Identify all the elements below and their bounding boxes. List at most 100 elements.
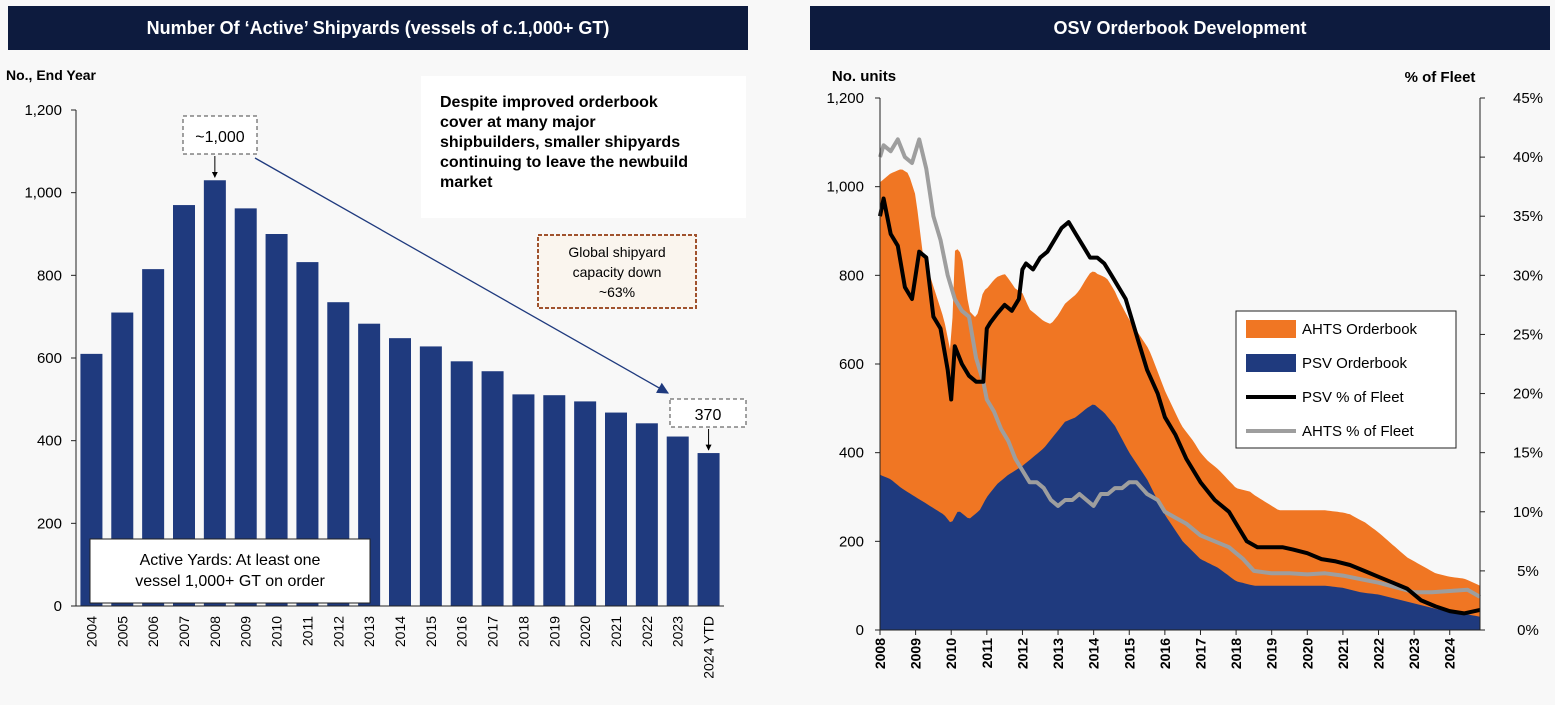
x-tick-label: 2009 [238,616,254,647]
legend-label: AHTS % of Fleet [1302,423,1415,440]
legend-label: PSV Orderbook [1302,355,1408,372]
capacity-callout-line: ~63% [599,284,635,300]
x-tick-label: 2004 [83,616,99,647]
x-tick-label: 2020 [1299,638,1315,669]
x-tick-label: 2023 [670,616,686,647]
legend-swatch [1246,320,1296,338]
bar-2017 [481,371,504,606]
x-tick-label: 2010 [269,616,285,647]
psv-pct-of-fleet-line [878,196,1481,616]
y-tick-label: 600 [37,350,62,367]
right-y-tick-label: 35% [1513,208,1543,225]
x-tick-label: 2019 [546,616,562,647]
x-tick-label: 2008 [872,638,888,669]
y-tick-label: 400 [37,433,62,450]
x-tick-label: 2012 [330,616,346,647]
right-y-tick-label: 15% [1513,445,1543,462]
x-tick-label: 2020 [577,616,593,647]
x-tick-label: 2010 [943,638,959,669]
left-y-tick-label: 800 [839,267,864,284]
bar-2007 [173,205,195,607]
capacity-callout-line: capacity down [573,264,662,280]
bar-2012 [327,302,350,606]
x-tick-label: 2008 [207,616,223,647]
left-axis-label: No. units [832,68,896,85]
right-y-tick-label: 10% [1513,504,1543,521]
right-y-tick-label: 20% [1513,386,1543,403]
x-tick-label: 2009 [908,638,924,669]
x-tick-label: 2018 [1228,638,1244,669]
right-y-tick-label: 30% [1513,267,1543,284]
x-tick-label: 2015 [1121,638,1137,669]
left-y-tick-label: 0 [856,622,864,639]
x-tick-label: 2005 [114,616,130,647]
bar-2005 [111,312,134,606]
x-tick-label: 2021 [1335,638,1351,669]
bar-2016 [450,361,473,606]
x-tick-label: 2017 [1192,638,1208,669]
y-axis-label: No., End Year [6,67,97,83]
x-tick-label: 2006 [145,616,161,647]
capacity-callout-box [537,234,697,309]
left-chart-panel: Number Of ‘Active’ Shipyards (vessels of… [6,6,748,679]
x-tick-label: 2022 [639,616,655,647]
bar-2024-ytd [697,453,720,606]
bar-2014 [389,338,411,606]
bar-2023 [666,436,689,606]
note-text-line: cover at many major [440,114,596,131]
bar-2015 [419,346,442,606]
right-chart-panel: OSV Orderbook Development No. units % of … [780,0,1555,705]
bar-2011 [296,262,319,606]
bar-2009 [234,208,257,606]
x-tick-label: 2012 [1014,638,1030,669]
x-tick-label: 2011 [299,616,315,646]
x-tick-label: 2014 [392,616,408,647]
osv-orderbook-area-chart: No. units % of Fleet 0 200 400 600 800 1,000 1,2… [826,68,1543,669]
legend-label: AHTS Orderbook [1302,321,1418,338]
bar-2006 [142,269,165,606]
note-text-line: continuing to leave the newbuild [440,154,688,171]
right-chart-title: OSV Orderbook Development [810,6,1550,50]
note-text-line: market [440,174,493,191]
x-tick-label: 2023 [1406,638,1422,669]
bar-2019 [543,395,566,606]
x-tick-label: 2007 [176,616,192,647]
definition-text-line: Active Yards: At least one [140,552,321,569]
bar-2022 [635,423,658,606]
bar-2021 [605,412,627,606]
left-chart-title: Number Of ‘Active’ Shipyards (vessels of… [8,6,748,50]
y-tick-label: 1,000 [24,185,62,202]
active-shipyards-bar-chart: No., End Year 0 200 400 600 800 1,000 1,200 2004… [6,67,747,679]
bar-2020 [574,401,597,606]
x-tick-label: 2014 [1086,638,1102,669]
y-tick-label: 1,200 [24,102,62,119]
right-y-tick-label: 40% [1513,149,1543,166]
definition-text-line: vessel 1,000+ GT on order [135,573,325,590]
legend-label: PSV % of Fleet [1302,389,1405,406]
bar-2018 [512,394,535,606]
right-y-tick-label: 45% [1513,90,1543,107]
x-tick-label: 2024 YTD [701,616,717,679]
x-tick-label: 2013 [1050,638,1066,669]
definition-box [89,538,371,604]
bar-2008 [203,180,226,606]
note-text-line: shipbuilders, smaller shipyards [440,134,680,151]
y-tick-label: 200 [37,515,62,532]
bar-2013 [358,323,381,606]
left-y-tick-label: 400 [839,445,864,462]
capacity-callout-line: Global shipyard [568,244,665,260]
x-tick-label: 2011 [979,638,995,669]
latest-callout-label: 370 [695,407,722,424]
right-y-tick-label: 0% [1517,622,1539,639]
ahts-pct-of-fleet-line [878,137,1481,599]
left-y-tick-label: 200 [839,533,864,550]
x-tick-label: 2016 [1157,638,1173,669]
right-axis-label: % of Fleet [1405,69,1476,86]
psv-orderbook-area [880,404,1480,630]
left-y-tick-label: 1,200 [826,90,864,107]
x-tick-label: 2016 [454,616,470,647]
y-tick-label: 800 [37,267,62,284]
x-tick-label: 2017 [485,616,501,647]
x-tick-label: 2024 [1442,638,1458,669]
peak-callout-box [182,115,258,155]
